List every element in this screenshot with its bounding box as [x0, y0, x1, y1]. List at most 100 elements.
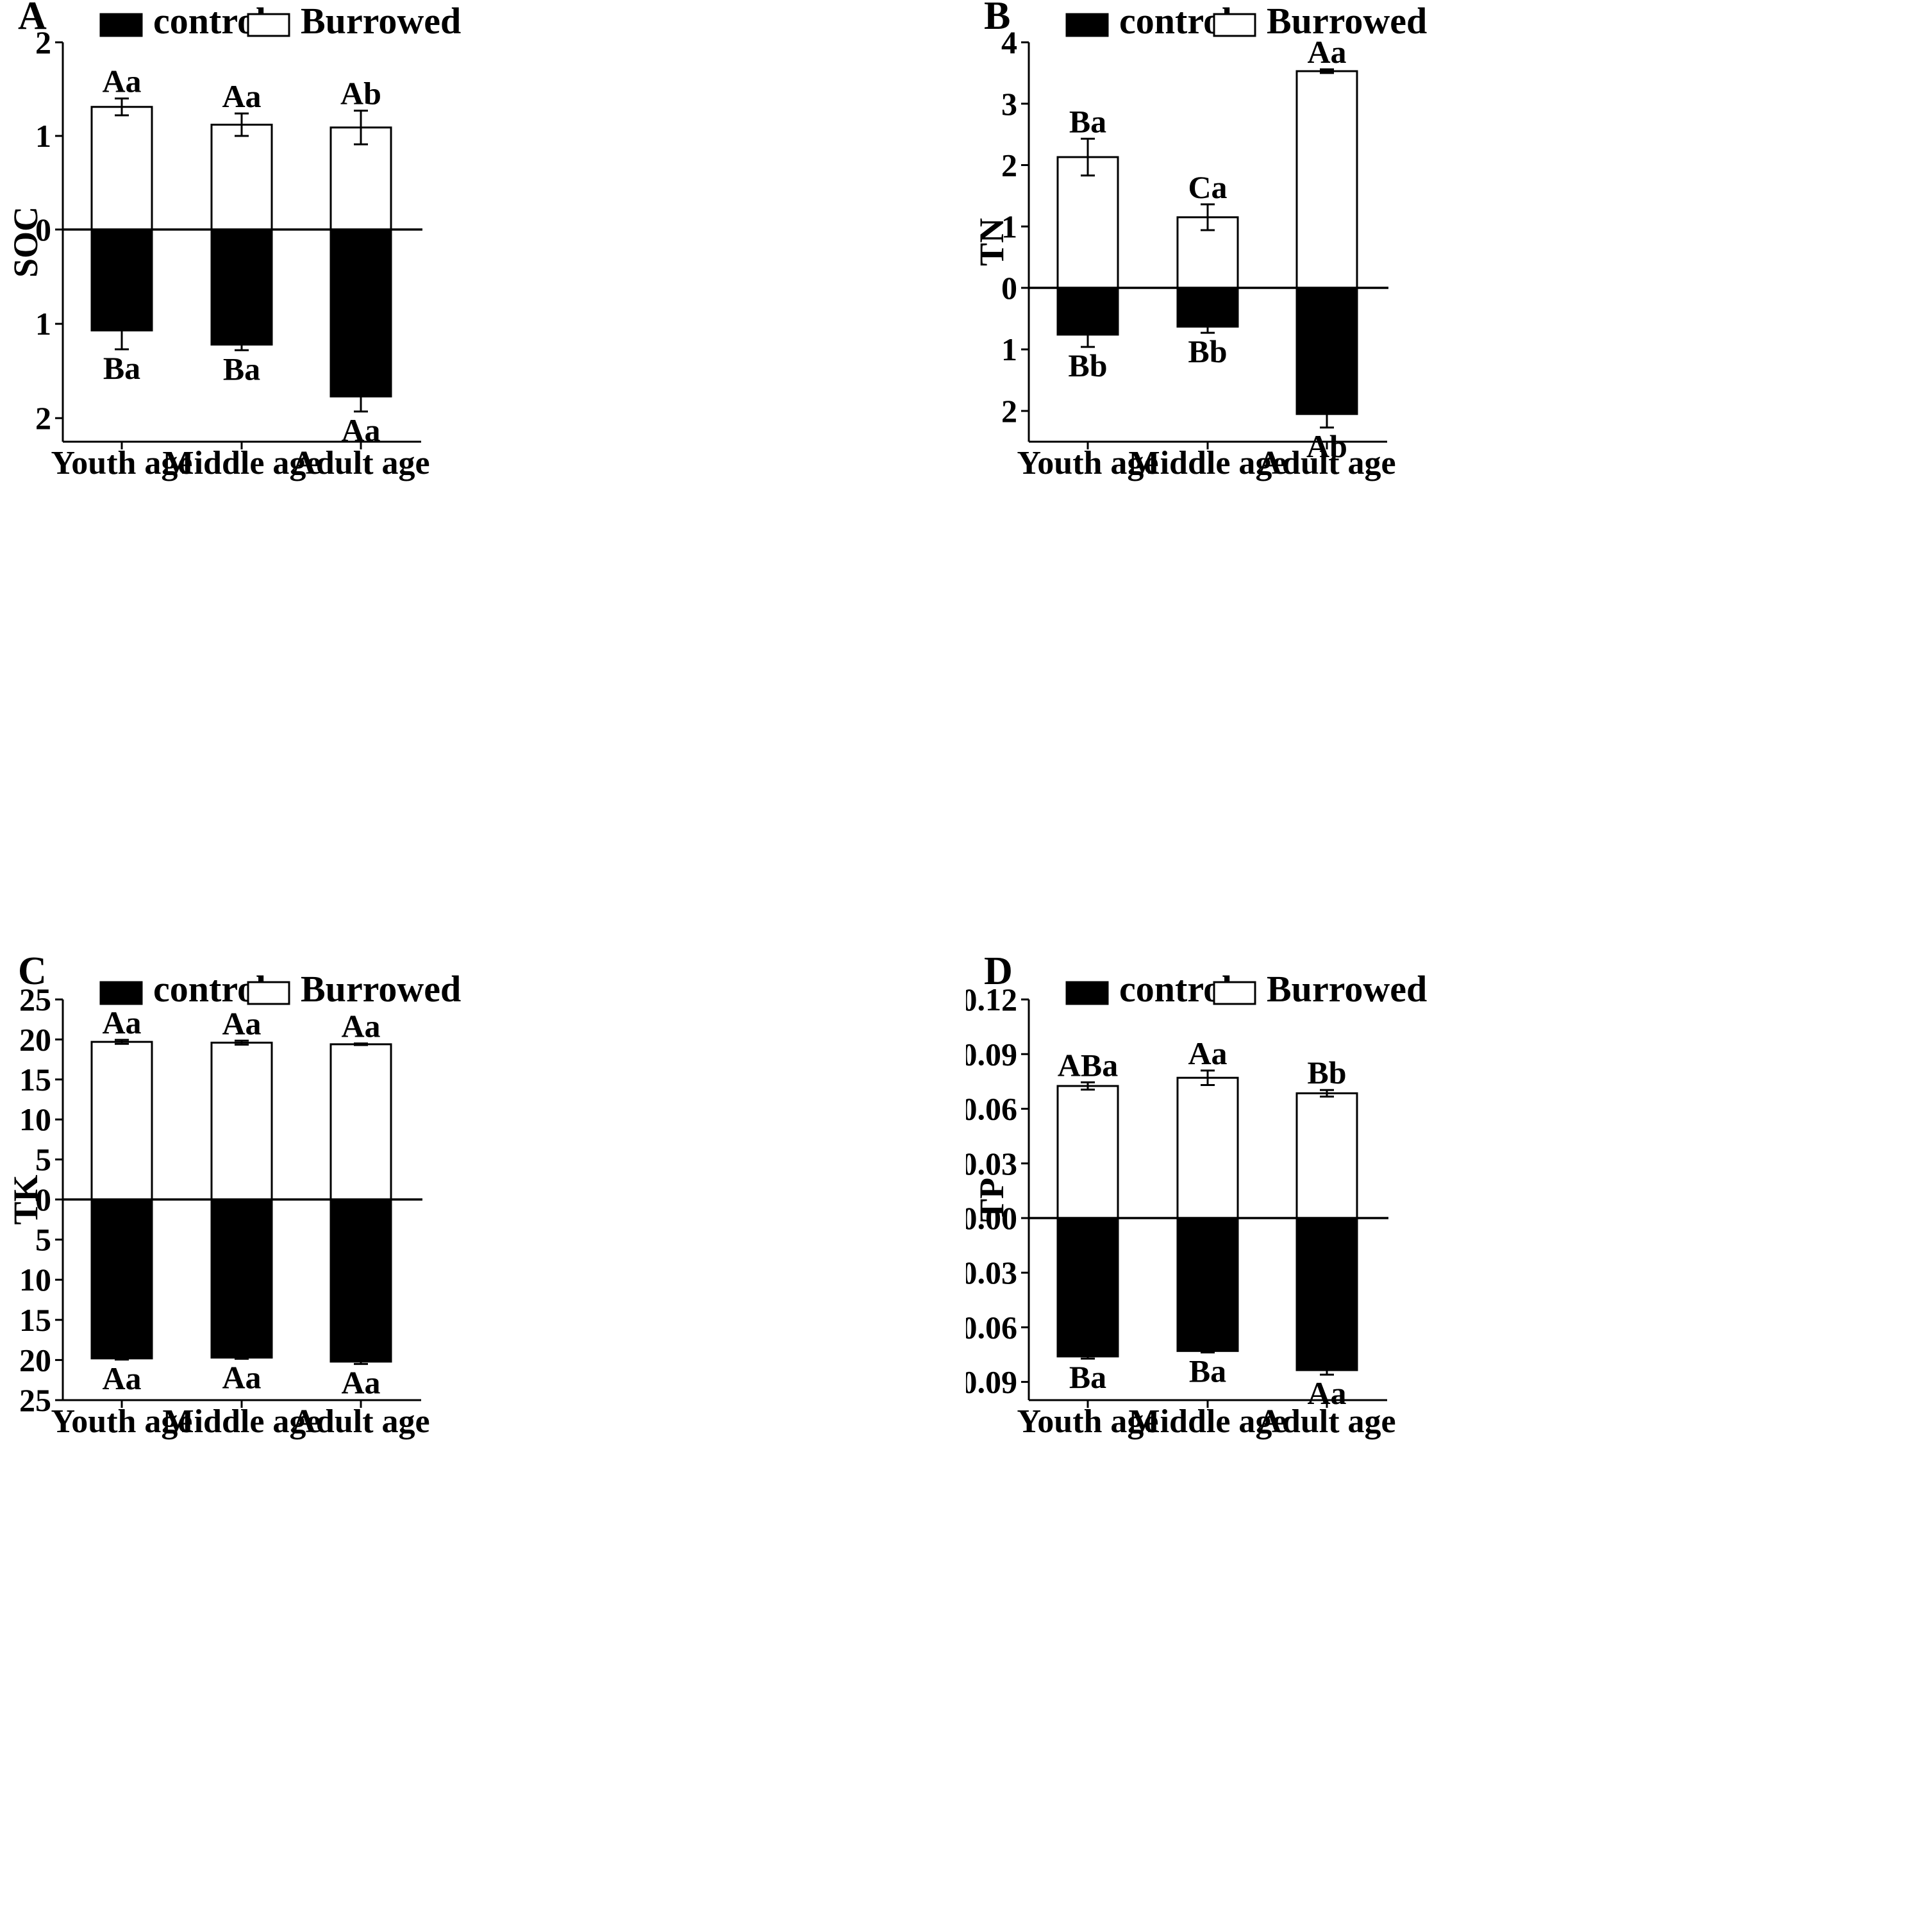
y-tick-label: 3: [1001, 86, 1017, 122]
y-tick-label: 1: [35, 118, 51, 154]
sig-label-control: Aa: [341, 1365, 380, 1401]
legend-swatch-burrowed: [247, 13, 290, 37]
bar-control: [1295, 287, 1358, 415]
y-axis-label: SOC: [6, 206, 45, 278]
bar-burrowed: [1176, 1076, 1239, 1219]
legend-swatch-burrowed: [1213, 981, 1256, 1005]
y-tick-label: 15: [19, 1302, 51, 1338]
sig-label-control: Ba: [1069, 1359, 1106, 1395]
bar-burrowed: [329, 1043, 392, 1201]
sig-label-burrowed: Aa: [102, 63, 141, 99]
sig-label-burrowed: Aa: [222, 78, 261, 114]
sig-label-control: Aa: [1307, 1375, 1346, 1411]
y-tick-label: 1: [1001, 331, 1017, 367]
y-axis-label: TK: [6, 1174, 45, 1224]
bar-burrowed: [1295, 1092, 1358, 1219]
legend-swatch-burrowed: [247, 981, 290, 1005]
legend-swatch-control: [99, 13, 143, 37]
y-tick-label: 0.03: [966, 1146, 1017, 1182]
x-tick-label: Youth age: [1017, 1403, 1158, 1440]
y-tick-label: 2: [1001, 393, 1017, 429]
bar-control: [1176, 287, 1239, 328]
y-tick-label: 2: [35, 24, 51, 60]
y-tick-label: 0.00: [966, 1200, 1017, 1236]
y-tick-label: 10: [19, 1262, 51, 1298]
x-tick-label: Middle age: [163, 1403, 321, 1440]
bar-control: [90, 228, 153, 331]
x-tick-label: Middle age: [1129, 445, 1287, 481]
y-tick-label: 0.03: [966, 1255, 1017, 1291]
sig-label-burrowed: Aa: [102, 1005, 141, 1040]
y-axis-label: TP: [972, 1178, 1011, 1222]
legend-swatch-burrowed: [1213, 13, 1256, 37]
x-tick-label: Youth age: [51, 1403, 192, 1440]
y-tick-label: 0.06: [966, 1091, 1017, 1127]
bar-control: [1176, 1217, 1239, 1352]
bar-control: [329, 228, 392, 397]
sig-label-control: Ba: [103, 350, 140, 386]
panel-label: C: [18, 955, 47, 993]
bar-control: [1295, 1217, 1358, 1371]
x-tick-label: Youth age: [51, 445, 192, 481]
sig-label-control: Ba: [1189, 1353, 1226, 1389]
y-tick-label: 20: [19, 1021, 51, 1057]
bar-control: [329, 1198, 392, 1363]
bar-control: [1056, 1217, 1119, 1358]
legend-label-burrowed: Burrowed: [1267, 0, 1427, 42]
bar-control: [210, 1198, 273, 1359]
y-tick-label: 1: [1001, 208, 1017, 244]
sig-label-burrowed: Aa: [341, 1008, 380, 1044]
sig-label-burrowed: ABa: [1058, 1047, 1118, 1083]
bar-burrowed: [90, 1040, 153, 1201]
sig-label-control: Ab: [1306, 428, 1347, 464]
panel-label: A: [18, 0, 47, 38]
y-tick-label: 5: [35, 1222, 51, 1258]
y-tick-label: 2: [1001, 147, 1017, 183]
x-tick-label: Middle age: [1129, 1403, 1287, 1440]
x-tick-label: Youth age: [1017, 445, 1158, 481]
legend-swatch-control: [1065, 981, 1109, 1005]
bar-burrowed: [1056, 156, 1119, 289]
bar-control: [1056, 287, 1119, 336]
x-tick-label: Adult age: [292, 1403, 429, 1440]
sig-label-control: Aa: [102, 1360, 141, 1396]
y-tick-label: 0: [35, 1182, 51, 1217]
sig-label-burrowed: Ba: [1069, 103, 1106, 139]
panel-label: B: [984, 0, 1010, 38]
bar-burrowed: [210, 1041, 273, 1201]
panel-label: D: [984, 955, 1013, 993]
y-tick-label: 20: [19, 1342, 51, 1378]
y-tick-label: 10: [19, 1101, 51, 1137]
y-tick-label: 0.06: [966, 1309, 1017, 1345]
sig-label-burrowed: Aa: [222, 1005, 261, 1041]
x-tick-label: Adult age: [1258, 445, 1395, 481]
y-tick-label: 2: [35, 400, 51, 436]
sig-label-control: Bb: [1188, 333, 1227, 369]
legend-swatch-control: [1065, 13, 1109, 37]
legend-label-burrowed: Burrowed: [301, 0, 461, 42]
sig-label-burrowed: Bb: [1307, 1055, 1346, 1090]
y-tick-label: 5: [35, 1142, 51, 1178]
x-tick-label: Adult age: [292, 445, 429, 481]
x-tick-label: Middle age: [163, 445, 321, 481]
sig-label-control: Ba: [223, 351, 260, 387]
y-tick-label: 25: [19, 982, 51, 1017]
sig-label-burrowed: Ab: [340, 76, 381, 112]
bar-control: [210, 228, 273, 346]
y-tick-label: 1: [35, 306, 51, 342]
y-tick-label: 0.12: [966, 982, 1017, 1017]
sig-label-burrowed: Aa: [1307, 34, 1346, 70]
sig-label-burrowed: Aa: [1188, 1035, 1227, 1071]
sig-label-control: Aa: [341, 412, 380, 448]
y-tick-label: 25: [19, 1382, 51, 1418]
bar-burrowed: [1056, 1085, 1119, 1219]
legend-label-burrowed: Burrowed: [301, 968, 461, 1010]
bar-burrowed: [1295, 70, 1358, 289]
